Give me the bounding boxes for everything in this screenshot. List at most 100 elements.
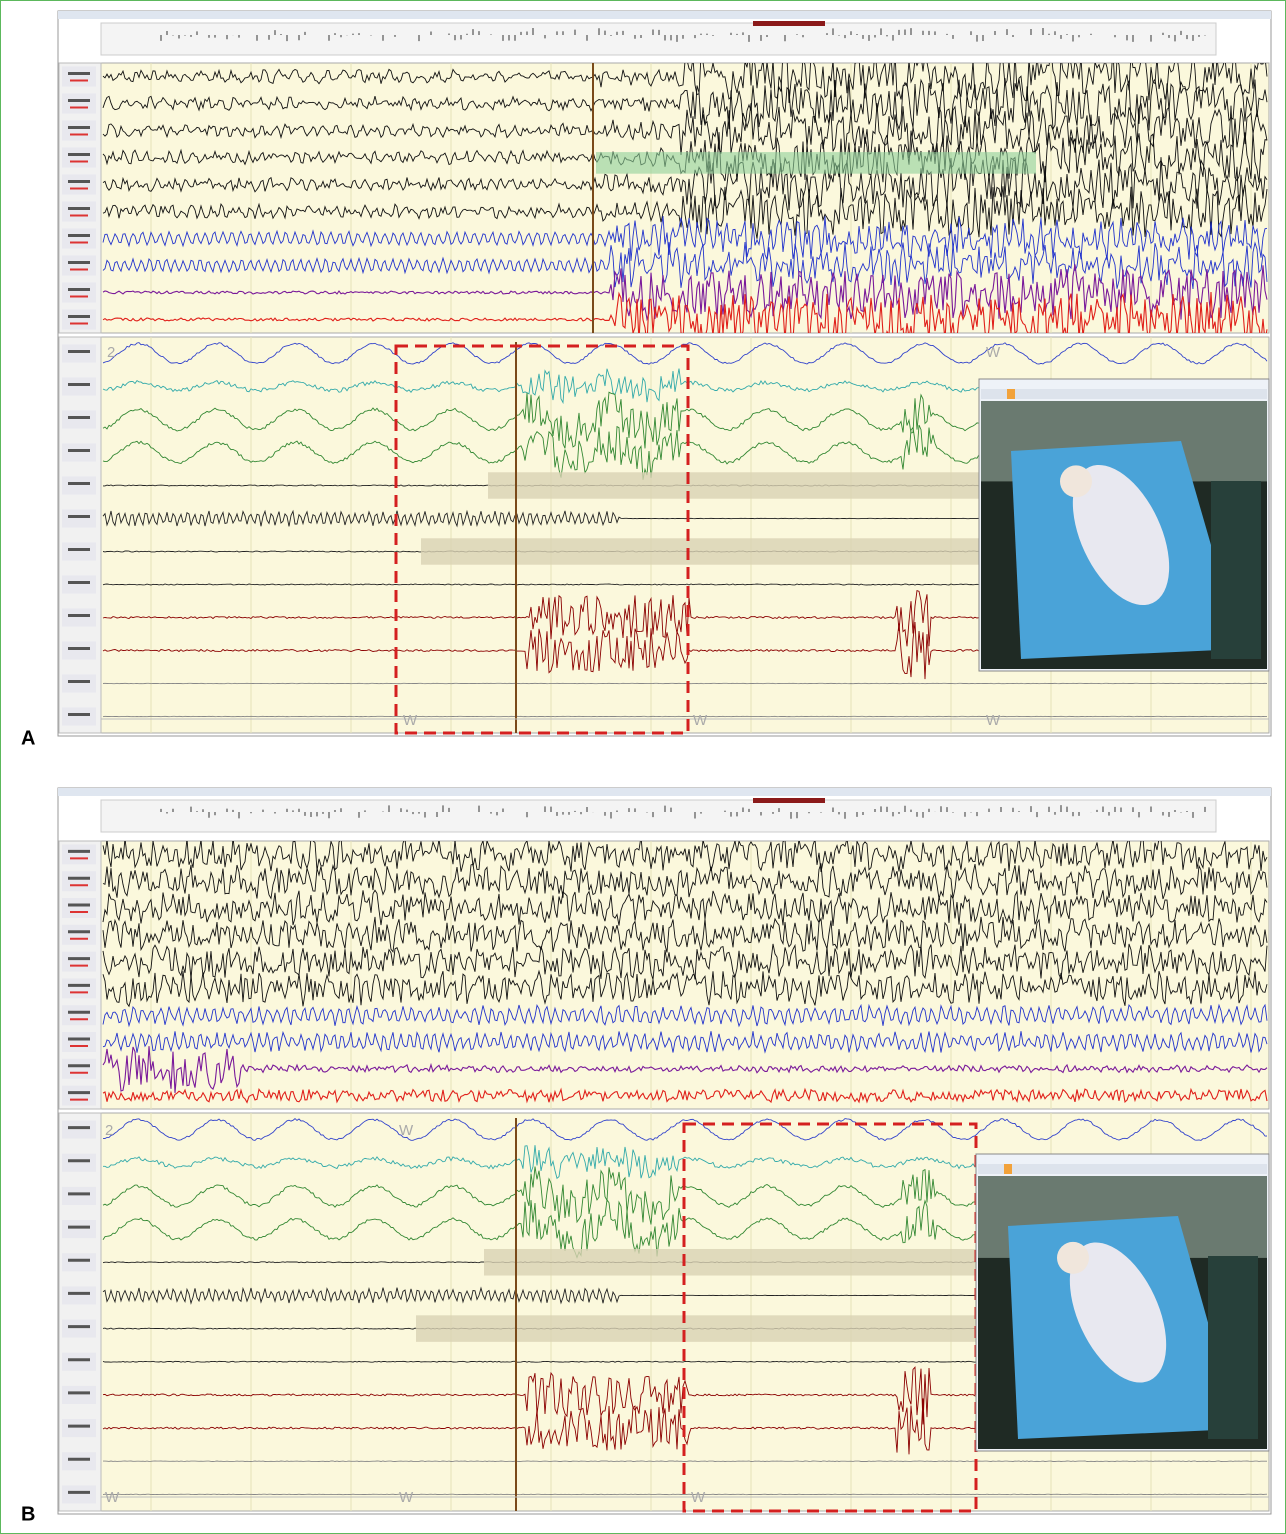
channel-label-box [62, 282, 96, 303]
video-patient [1069, 1242, 1167, 1383]
stage-marker: W [691, 1489, 706, 1506]
channel-label-box [62, 542, 96, 561]
stage-marker: W [399, 1122, 414, 1139]
signal-trace [102, 63, 1268, 103]
title-bar [58, 788, 1271, 796]
channel-label-box [62, 978, 96, 999]
overview-marker [753, 798, 825, 803]
overview-strip [100, 22, 1217, 56]
channel-label-box [62, 1120, 96, 1139]
signal-trace [102, 943, 1268, 981]
signal-trace [102, 264, 1268, 322]
highlight [596, 152, 1036, 174]
signal-trace [102, 1046, 1268, 1093]
channel-label-box [62, 1005, 96, 1026]
signal-trace [102, 184, 1268, 239]
video-button [1007, 389, 1015, 399]
channel-label-box [62, 674, 96, 693]
channel-label-box [62, 377, 96, 396]
video-bed-rail [1211, 481, 1261, 659]
channel-label-box [62, 1452, 96, 1471]
poly-labels [58, 336, 102, 734]
channel-label-box [62, 443, 96, 462]
stage-marker: W [693, 712, 708, 729]
channel-label-box [62, 1032, 96, 1052]
signal-trace [102, 863, 1268, 900]
video-head [1060, 465, 1092, 498]
channel-label-box [62, 1085, 96, 1106]
eeg-traces [102, 63, 1268, 333]
channel-label-box [62, 309, 96, 330]
channel-label-box [62, 66, 96, 87]
signal-trace [102, 1118, 1268, 1142]
channel-label-box [62, 1286, 96, 1305]
video-toolbar [978, 1164, 1267, 1174]
channel-label-box [62, 174, 96, 195]
stage-marker: W [986, 344, 1001, 361]
video-toolbar [981, 389, 1267, 399]
channel-label-box [62, 608, 96, 627]
channel-label-box [62, 898, 96, 918]
highlight-box [394, 344, 690, 735]
video-head [1057, 1241, 1089, 1274]
overview-strip [100, 799, 1217, 833]
title-bar [58, 11, 1271, 19]
signal-trace [102, 1003, 1268, 1028]
channel-label-box [62, 1485, 96, 1504]
signal-trace [102, 969, 1268, 1008]
stage-marker: W [403, 712, 418, 729]
channel-label-box [62, 147, 96, 168]
channel-label-box [62, 1419, 96, 1438]
channel-label-box [62, 641, 96, 660]
channel-label-box [62, 924, 96, 945]
stage-marker: W [986, 712, 1001, 729]
signal-trace [102, 342, 1268, 365]
signal-trace [103, 1460, 1267, 1462]
channel-label-box [62, 1220, 96, 1239]
channel-label-box [62, 1319, 96, 1338]
channel-label-box [62, 871, 96, 892]
stage-marker: W [105, 1489, 120, 1506]
channel-label-box [62, 120, 96, 141]
channel-label-box [62, 93, 96, 114]
signal-trace [102, 841, 1268, 872]
channel-label-box [62, 575, 96, 594]
channel-label-box [62, 1253, 96, 1272]
channel-label-box [62, 951, 96, 972]
channel-label-box [62, 509, 96, 528]
eeg-area [100, 840, 1270, 1110]
channel-label-box [62, 1352, 96, 1371]
channel-label-box [62, 1153, 96, 1172]
signal-trace [102, 1030, 1268, 1054]
eeg-traces [102, 841, 1268, 1109]
channel-label-box [62, 228, 96, 249]
video-patient [1072, 464, 1170, 606]
signal-trace [102, 889, 1268, 926]
signal-trace [102, 76, 1268, 131]
signal-trace [102, 103, 1268, 159]
channel-label-box [62, 476, 96, 495]
channel-label-box [62, 1058, 96, 1079]
signal-trace [102, 215, 1268, 261]
video-bed-rail [1208, 1256, 1258, 1439]
signal-trace [102, 916, 1268, 953]
signal-trace [102, 1493, 1268, 1496]
overview-marker [753, 21, 825, 26]
stage-marker: 2 [105, 1122, 113, 1139]
channel-label-box [62, 1385, 96, 1404]
channel-label-box [62, 707, 96, 726]
signal-trace [102, 1087, 1268, 1104]
stage-marker: W [399, 1489, 414, 1506]
panel-label: B [21, 1503, 35, 1525]
channel-label-box [62, 344, 96, 363]
channel-label-box [62, 1186, 96, 1205]
signal-trace [102, 291, 1268, 333]
channel-label-box [62, 844, 96, 865]
video-button [1004, 1164, 1012, 1174]
channel-label-box [62, 410, 96, 429]
channel-label-box [62, 201, 96, 222]
stage-marker: 2 [107, 344, 115, 361]
signal-trace [102, 241, 1268, 290]
